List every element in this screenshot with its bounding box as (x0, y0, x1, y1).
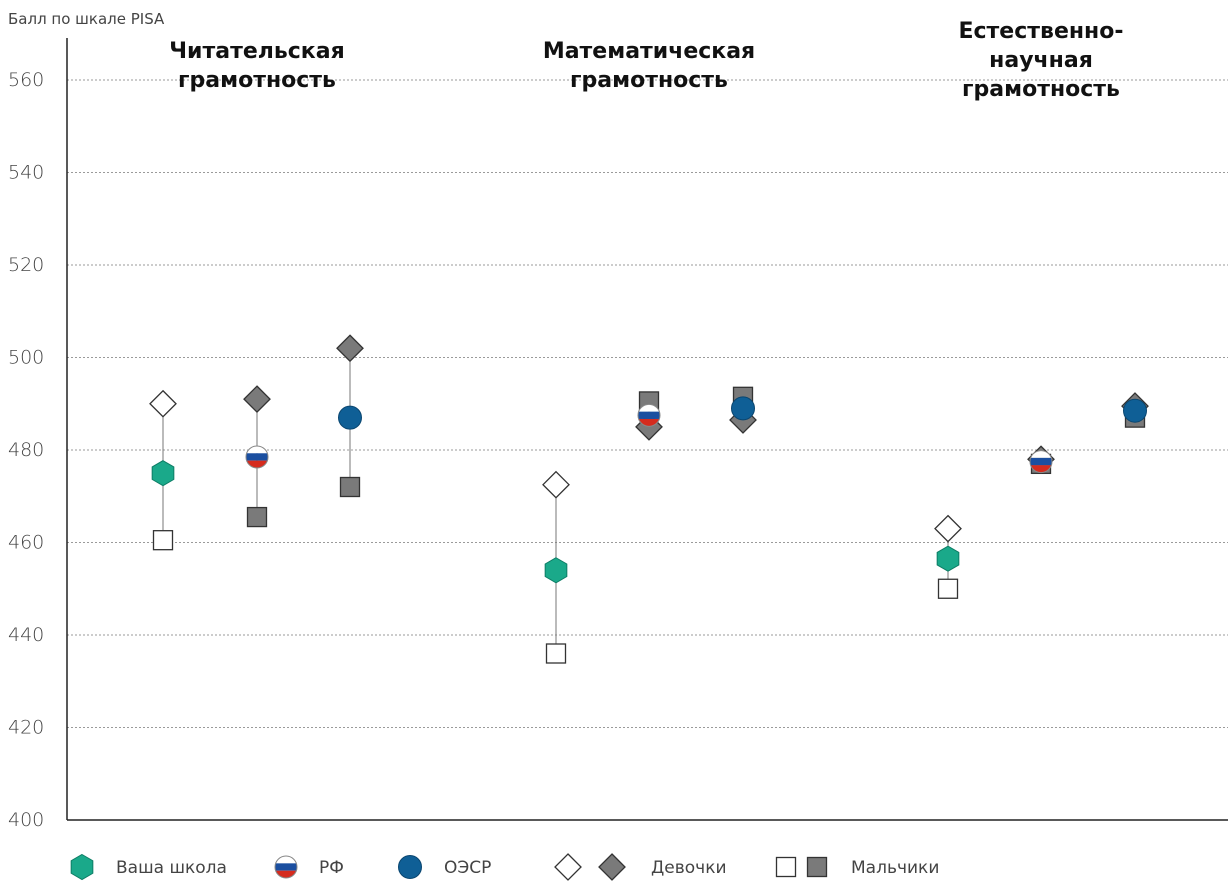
group-title-line: грамотность (570, 68, 728, 93)
axis-layer: Балл по шкале PISA 400 420 440 460 480 500 520 5… (8, 10, 1228, 831)
legend-square-filled-icon (806, 856, 828, 878)
y-tick-540: 540 (8, 162, 44, 184)
y-tick-500: 500 (8, 347, 44, 369)
y-tick-420: 420 (8, 717, 44, 739)
y-tick-460: 460 (8, 532, 44, 554)
girls-marker (149, 389, 177, 418)
group-title-1: Читательская грамотность (169, 39, 344, 93)
boys-marker (937, 578, 959, 599)
mean-marker (1123, 398, 1147, 423)
mean-marker (637, 403, 661, 427)
group-title-2: Математическая грамотность (543, 39, 755, 93)
group-title-line: грамотность (962, 77, 1120, 102)
girls-marker (934, 514, 962, 543)
girls-marker (542, 470, 570, 499)
mean-marker (1029, 450, 1053, 474)
legend-label: Ваша школа (116, 858, 227, 878)
y-axis-label: Балл по шкале PISA (8, 10, 165, 28)
group-title-line: грамотность (178, 68, 336, 93)
legend-hexagon-icon (70, 853, 94, 881)
boys-marker (246, 506, 268, 528)
group-title-line: Читательская (169, 39, 344, 64)
group-titles: Читательская грамотность Математическая гра… (169, 19, 1123, 102)
y-tick-520: 520 (8, 254, 44, 276)
legend: Ваша школа РФ ОЭСР Девочки Мальчики (70, 853, 939, 881)
mean-marker (731, 396, 755, 421)
legend-item: РФ (274, 855, 344, 879)
mean-marker (338, 405, 362, 430)
mean-marker (936, 545, 960, 572)
markers (149, 334, 1149, 664)
mean-marker (245, 445, 269, 469)
boys-marker (545, 643, 567, 664)
group-title-3: Естественно-научная грамотность (958, 19, 1123, 102)
legend-diamond-hollow-icon (554, 853, 582, 881)
legend-square-hollow-icon (775, 856, 797, 878)
legend-item: Ваша школа (70, 853, 227, 881)
y-tick-440: 440 (8, 624, 44, 646)
legend-item: ОЭСР (398, 855, 491, 879)
legend-label: РФ (319, 858, 344, 878)
legend-flag-icon (274, 855, 298, 879)
group-title-line: Математическая (543, 39, 755, 64)
legend-circle-icon (398, 855, 422, 879)
legend-label: ОЭСР (444, 858, 491, 878)
group-title-line: Естественно- (958, 19, 1123, 44)
legend-diamond-filled-icon (598, 853, 626, 881)
legend-label: Девочки (651, 858, 727, 878)
mean-marker (544, 557, 568, 584)
y-tick-480: 480 (8, 439, 44, 461)
girls-marker (336, 334, 364, 363)
legend-item: Девочки (554, 853, 727, 881)
boys-marker (339, 476, 361, 498)
group-title-line: научная (989, 48, 1093, 73)
y-tick-400: 400 (8, 809, 44, 831)
legend-item: Мальчики (775, 856, 939, 878)
mean-marker (151, 460, 175, 487)
girls-marker (243, 385, 271, 414)
y-tick-560: 560 (8, 69, 44, 91)
legend-label: Мальчики (851, 858, 939, 878)
boys-marker (152, 530, 174, 551)
